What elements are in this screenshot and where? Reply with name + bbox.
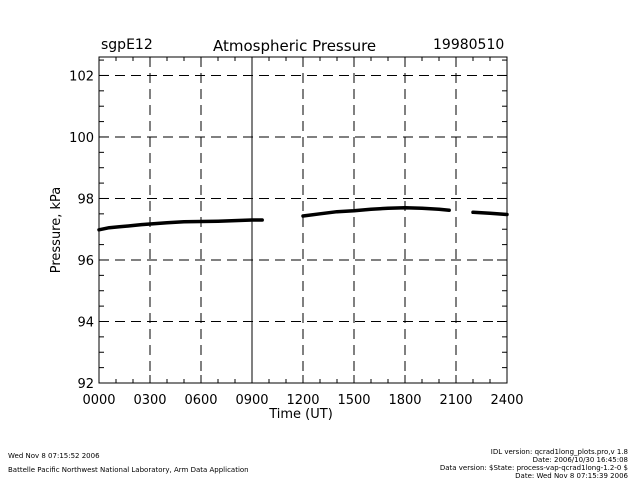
date-label: 19980510 xyxy=(433,37,505,53)
x-tick-label: 0000 xyxy=(82,393,115,408)
footer-idl-date: Date: 2006/10/30 16:45:08 xyxy=(532,456,628,464)
x-tick-label: 2100 xyxy=(439,393,472,408)
y-tick-label: 102 xyxy=(69,69,94,84)
y-tick-label: 94 xyxy=(77,315,94,330)
footer-idl-version: IDL version: qcrad1long_plots.pro,v 1.8 xyxy=(490,448,628,456)
y-tick-label: 92 xyxy=(77,377,94,392)
tick-labels: 0000 0300 0600 0900 1200 1500 1800 2100 2400 92 94… xyxy=(69,69,523,408)
pressure-line xyxy=(301,205,451,218)
x-tick-label: 0900 xyxy=(235,393,268,408)
y-axis-title: Pressure, kPa xyxy=(49,187,64,274)
footer-data-date: Date: Wed Nov 8 07:15:39 2006 xyxy=(515,472,628,480)
x-tick-label: 1500 xyxy=(337,393,370,408)
footer-data-version: Data version: $State: process-vap-qcrad1… xyxy=(439,464,628,472)
x-tick-label: 1200 xyxy=(286,393,319,408)
x-tick-label: 0300 xyxy=(133,393,166,408)
footer-timestamp: Wed Nov 8 07:15:52 2006 xyxy=(8,452,100,460)
y-tick-label: 96 xyxy=(77,254,94,269)
pressure-line xyxy=(471,210,509,217)
site-label: sgpE12 xyxy=(101,37,153,53)
x-axis-title: Time (UT) xyxy=(268,407,333,422)
y-tick-label: 100 xyxy=(69,131,94,146)
y-tick-label: 98 xyxy=(77,192,94,207)
footer-org: Battelle Pacific Northwest National Labo… xyxy=(8,466,249,474)
pressure-line xyxy=(97,218,264,232)
series-group xyxy=(97,205,509,232)
x-tick-label: 1800 xyxy=(388,393,421,408)
chart-title: Atmospheric Pressure xyxy=(213,37,377,55)
x-tick-label: 2400 xyxy=(490,393,523,408)
x-tick-label: 0600 xyxy=(184,393,217,408)
grid-lines xyxy=(99,57,507,383)
